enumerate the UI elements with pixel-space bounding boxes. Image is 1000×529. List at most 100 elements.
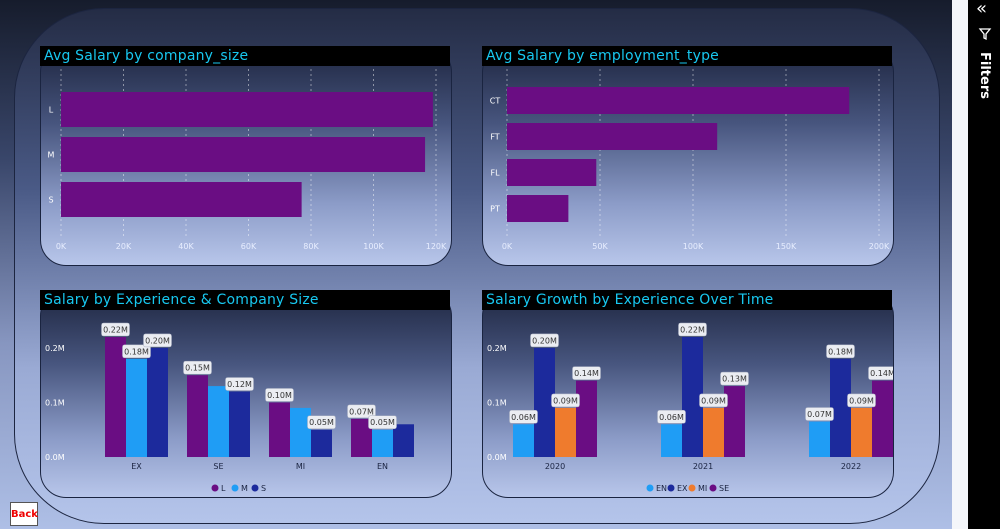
bar-EX-S[interactable]	[147, 347, 168, 457]
data-label: 0.18M	[122, 344, 151, 359]
bar-EX-M[interactable]	[126, 358, 147, 457]
x-category-label: MI	[296, 462, 305, 471]
x-tick-label: 120K	[426, 242, 447, 251]
company-size-chart[interactable]: 0K 20K 40K 60K 80K 100K 120K L M S	[41, 47, 451, 265]
data-label: 0.18M	[826, 344, 855, 359]
data-label-text: 0.09M	[849, 396, 874, 405]
data-label-box	[868, 366, 893, 380]
data-label-box	[183, 360, 212, 375]
bar-MI-M[interactable]	[290, 407, 311, 457]
data-label-text: 0.09M	[553, 396, 578, 405]
growth-over-time-chart[interactable]: 0.0M 0.1M 0.2M 2020 2021 2022 0.06M 0.20M 0.09M 0…	[483, 291, 893, 497]
legend-marker	[231, 484, 239, 492]
data-label-text: 0.06M	[659, 413, 684, 422]
bar-2022-SE[interactable]	[872, 380, 893, 457]
data-label-box	[720, 371, 749, 386]
back-button[interactable]: Back	[10, 502, 38, 526]
x-category-label: 2022	[841, 462, 861, 471]
data-label: 0.20M	[143, 333, 172, 348]
bar-2022-EN[interactable]	[809, 421, 830, 457]
bar-2021-SE[interactable]	[724, 386, 745, 457]
bar-S[interactable]	[61, 182, 302, 217]
legend-marker	[667, 484, 675, 492]
bar-SE-M[interactable]	[208, 386, 229, 457]
y-tick-label: 0.2M	[487, 344, 507, 353]
data-label: 0.05M	[307, 415, 336, 429]
bar-FT[interactable]	[507, 123, 718, 150]
y-tick-label: 0.1M	[45, 398, 65, 407]
bar-EN-M[interactable]	[372, 429, 393, 457]
data-label-text: 0.20M	[532, 336, 557, 345]
bar-2022-EX[interactable]	[830, 358, 851, 457]
experience-company-size-panel: 0.0M 0.1M 0.2M EX SE MI EN 0.22M 0.18M 0.20M 0.15M…	[40, 290, 452, 498]
bar-L[interactable]	[61, 92, 433, 127]
y-category-label: CT	[490, 97, 501, 106]
bar-SE-S[interactable]	[229, 391, 250, 457]
bar-CT[interactable]	[507, 87, 850, 114]
data-label-text: 0.10M	[267, 391, 292, 400]
legend-item-MI[interactable]: MI	[688, 484, 708, 493]
x-category-label: 2020	[545, 462, 565, 471]
x-tick-label: 100K	[363, 242, 384, 251]
x-tick-label: 150K	[776, 242, 797, 251]
data-label-box	[572, 366, 601, 380]
bar-PT[interactable]	[507, 195, 569, 222]
bar-2021-EN[interactable]	[661, 424, 682, 457]
bar-2020-EN[interactable]	[513, 424, 534, 457]
double-chevron-icon[interactable]: «	[976, 0, 988, 19]
legend-label: L	[221, 484, 226, 493]
data-label-box	[265, 388, 294, 402]
y-tick-label: 0.1M	[487, 398, 507, 407]
data-label-box	[678, 322, 707, 337]
data-label-box	[657, 410, 686, 424]
bar-2020-MI[interactable]	[555, 407, 576, 457]
employment-type-chart[interactable]: 0K 50K 100K 150K 200K CT FT FL PT	[483, 47, 893, 265]
experience-company-size-chart[interactable]: 0.0M 0.1M 0.2M EX SE MI EN 0.22M 0.18M 0.20M 0.15M…	[41, 291, 451, 497]
filters-pane[interactable]: « Filters	[968, 0, 1000, 529]
legend-label: EX	[677, 484, 688, 493]
legend-item-EN[interactable]: EN	[646, 484, 668, 493]
bar-SE-L[interactable]	[187, 375, 208, 457]
data-label-box	[368, 415, 397, 429]
bar-M[interactable]	[61, 137, 426, 172]
bar-MI-S[interactable]	[311, 429, 332, 457]
data-label: 0.06M	[509, 410, 538, 424]
legend-item-EX[interactable]: EX	[667, 484, 689, 493]
legend-item-M[interactable]: M	[231, 484, 249, 493]
data-label-text: 0.22M	[103, 326, 128, 335]
bar-2021-EX[interactable]	[682, 337, 703, 457]
data-label: 0.20M	[530, 333, 559, 348]
growth-over-time-panel: 0.0M 0.1M 0.2M 2020 2021 2022 0.06M 0.20M 0.09M 0…	[482, 290, 894, 498]
data-label-box	[509, 410, 538, 424]
data-label-box	[307, 415, 336, 429]
bar-2020-EX[interactable]	[534, 347, 555, 457]
data-label: 0.12M	[225, 377, 254, 391]
y-category-label: FL	[490, 169, 500, 178]
data-label-text: 0.07M	[349, 407, 374, 416]
bar-2020-SE[interactable]	[576, 380, 597, 457]
data-label-box	[225, 377, 254, 391]
bar-FL[interactable]	[507, 159, 597, 186]
bar-MI-L[interactable]	[269, 402, 290, 457]
data-label-box	[805, 407, 834, 421]
bar-EN-S[interactable]	[393, 424, 414, 457]
legend-item-L[interactable]: L	[211, 484, 227, 493]
data-label-text: 0.13M	[722, 375, 747, 384]
funnel-icon	[978, 28, 992, 41]
y-category-label: M	[48, 151, 55, 160]
bar-2022-MI[interactable]	[851, 407, 872, 457]
bar-2021-MI[interactable]	[703, 407, 724, 457]
company-size-panel: 0K 20K 40K 60K 80K 100K 120K L M S	[40, 46, 452, 266]
legend-marker	[211, 484, 219, 492]
x-category-label: EN	[377, 462, 388, 471]
legend-item-SE[interactable]: SE	[709, 484, 730, 493]
legend-marker	[646, 484, 654, 492]
company-size-title: Avg Salary by company_size	[40, 46, 450, 66]
y-tick-label: 0.0M	[487, 453, 507, 462]
data-label: 0.07M	[347, 404, 376, 419]
bar-EX-L[interactable]	[105, 337, 126, 457]
bar-EN-L[interactable]	[351, 418, 372, 457]
data-label: 0.07M	[805, 407, 834, 421]
y-category-label: L	[49, 106, 54, 115]
legend-item-S[interactable]: S	[251, 484, 267, 493]
